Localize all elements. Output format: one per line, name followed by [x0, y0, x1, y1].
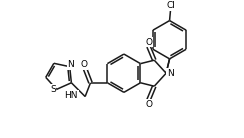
Text: S: S: [50, 85, 56, 94]
Text: O: O: [145, 38, 152, 47]
Text: N: N: [67, 60, 74, 69]
Text: Cl: Cl: [166, 1, 175, 10]
Text: O: O: [145, 100, 152, 109]
Text: O: O: [81, 60, 88, 69]
Text: HN: HN: [64, 91, 78, 100]
Text: N: N: [167, 69, 174, 78]
